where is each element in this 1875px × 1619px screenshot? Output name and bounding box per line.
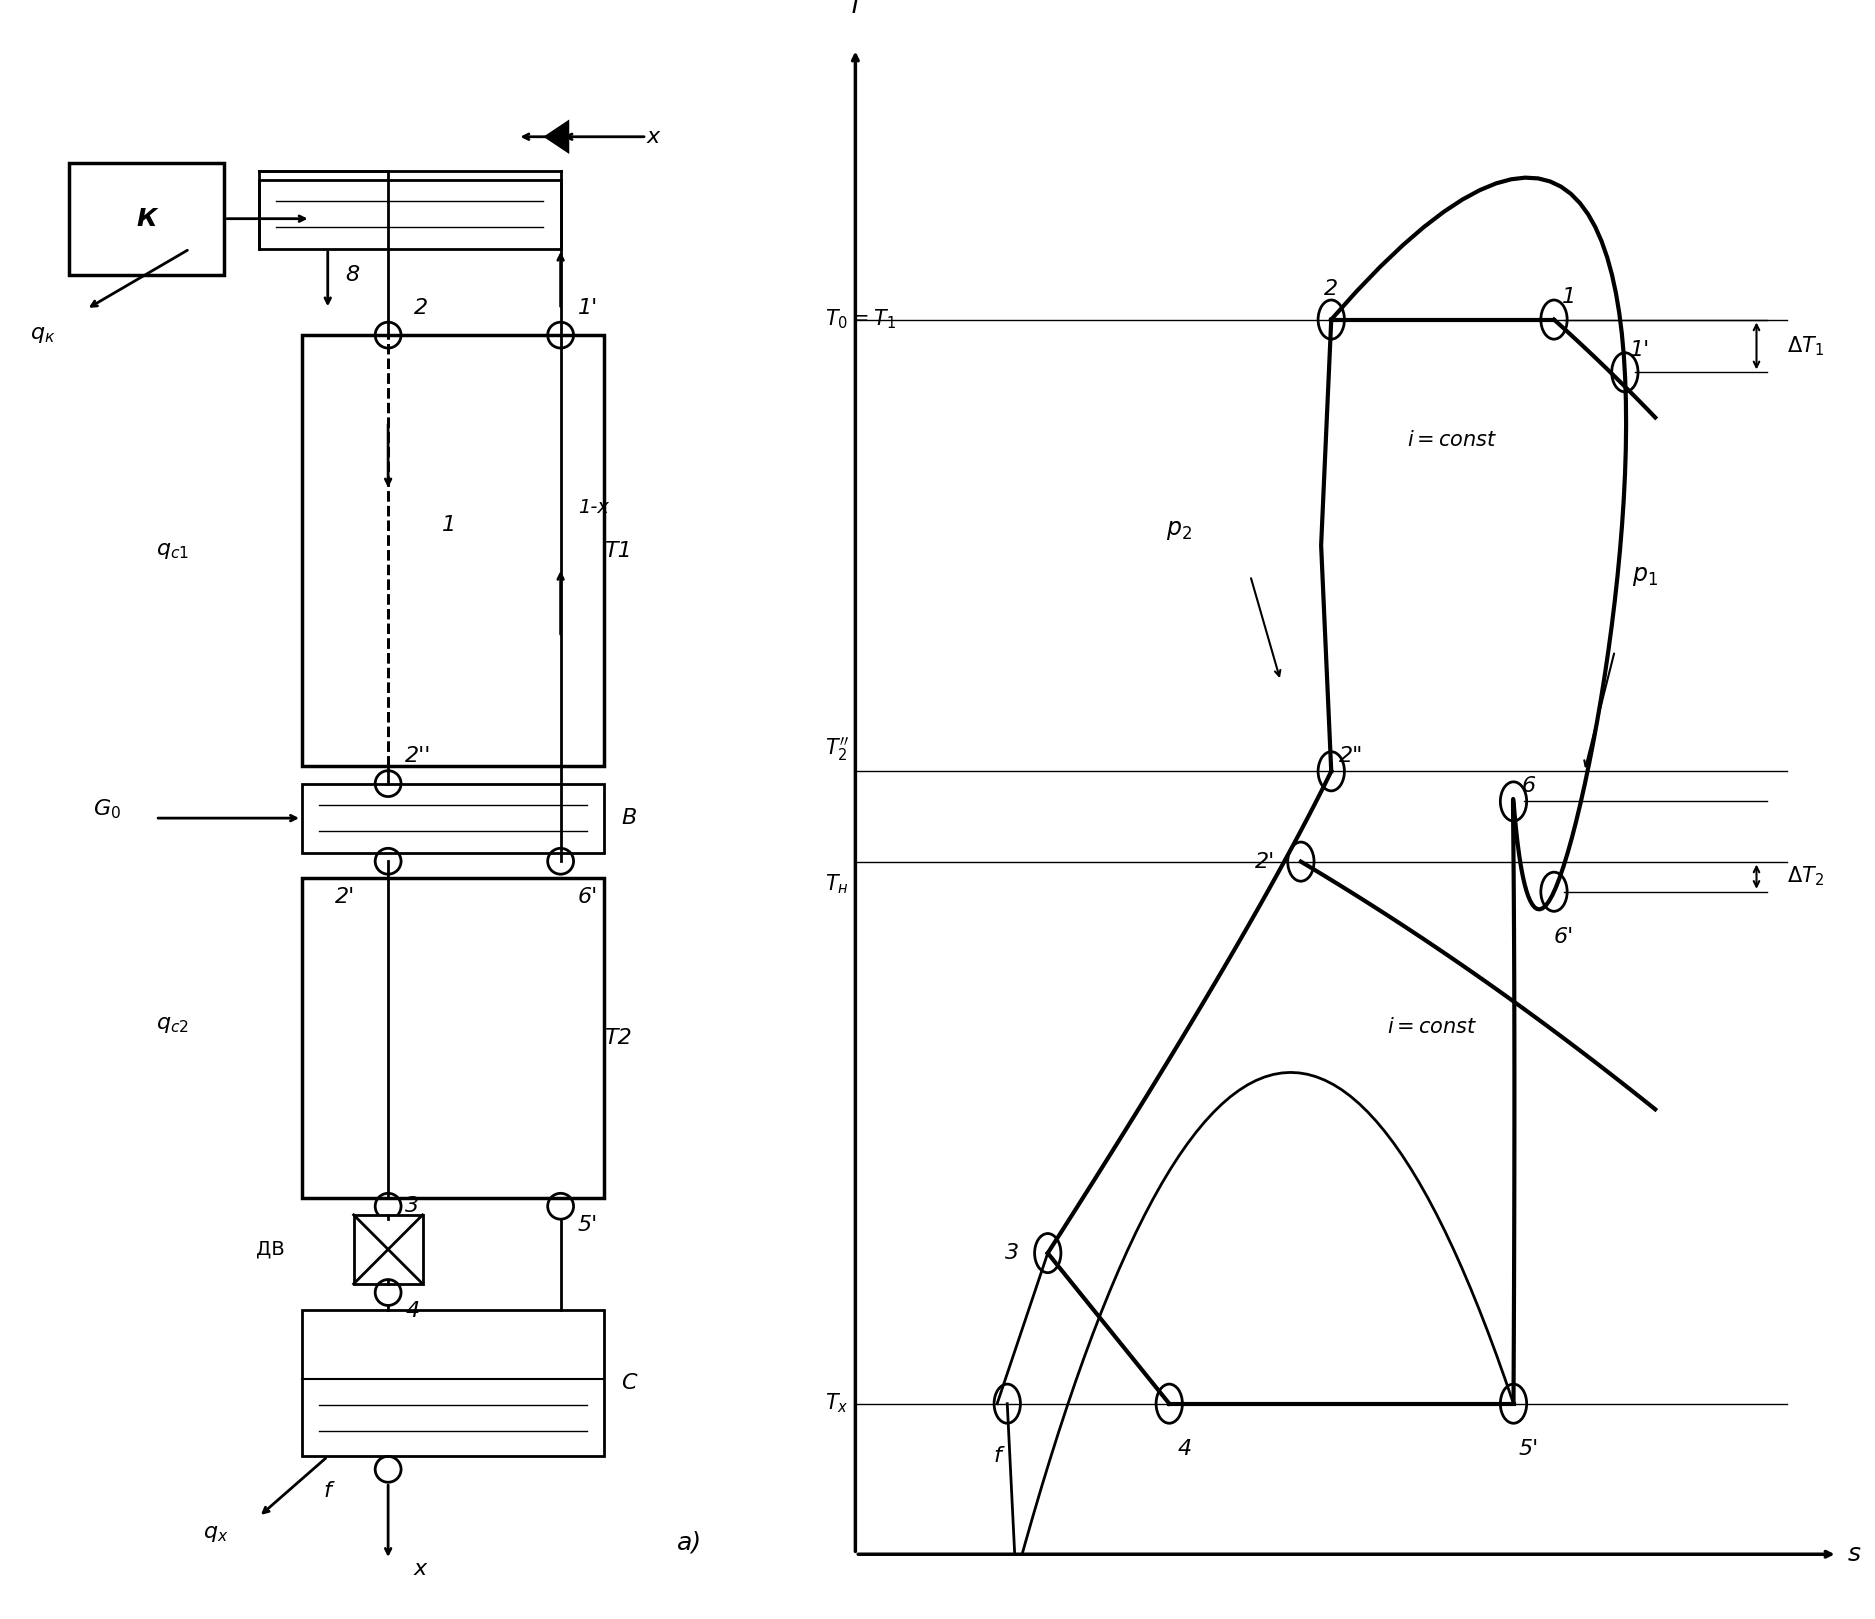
Text: 6: 6 — [1522, 777, 1536, 797]
Polygon shape — [544, 120, 570, 154]
Text: $T_х$: $T_х$ — [825, 1392, 849, 1415]
Bar — [354, 1214, 422, 1284]
Text: 2'': 2'' — [405, 746, 431, 766]
Text: $q_{c1}$: $q_{c1}$ — [156, 541, 189, 560]
Text: $\Delta T_1$: $\Delta T_1$ — [1787, 334, 1824, 358]
Bar — [302, 335, 604, 766]
Text: $\Delta T_2$: $\Delta T_2$ — [1787, 865, 1824, 889]
Text: T: T — [848, 0, 862, 18]
Text: $i=const$: $i=const$ — [1388, 1017, 1478, 1038]
Text: x: x — [647, 126, 660, 147]
Text: 2: 2 — [414, 298, 428, 317]
Text: C: C — [621, 1373, 636, 1392]
Text: 8: 8 — [345, 266, 360, 285]
Text: 1: 1 — [441, 515, 456, 534]
Text: $T_2''$: $T_2''$ — [825, 735, 849, 763]
Text: 2": 2" — [1339, 746, 1363, 766]
Text: 1: 1 — [1562, 287, 1577, 308]
Text: 5': 5' — [1519, 1439, 1539, 1459]
Text: x: x — [414, 1559, 428, 1579]
Text: К: К — [137, 207, 158, 230]
Text: 1': 1' — [578, 298, 598, 317]
Text: B: B — [621, 808, 636, 829]
Text: 1': 1' — [1629, 340, 1650, 359]
Text: $G_0$: $G_0$ — [92, 798, 120, 821]
Text: T2: T2 — [604, 1028, 632, 1047]
Text: 4: 4 — [405, 1302, 420, 1321]
Text: $q_х$: $q_х$ — [202, 1523, 229, 1545]
Text: 2': 2' — [1256, 852, 1275, 871]
Text: 6': 6' — [1554, 928, 1575, 947]
Text: 2: 2 — [1324, 280, 1339, 300]
Text: 1-x: 1-x — [578, 499, 609, 516]
Text: 2': 2' — [336, 887, 354, 907]
Text: f: f — [994, 1446, 1001, 1467]
Bar — [302, 1310, 604, 1457]
Text: $p_1$: $p_1$ — [1631, 563, 1658, 588]
Text: $i=const$: $i=const$ — [1408, 431, 1498, 450]
Text: $p_2$: $p_2$ — [1166, 518, 1192, 542]
Text: 3: 3 — [1005, 1243, 1020, 1263]
Text: ДВ: ДВ — [255, 1240, 285, 1260]
Text: $q_к$: $q_к$ — [30, 325, 56, 345]
Bar — [259, 180, 561, 249]
Text: T1: T1 — [604, 541, 632, 560]
Bar — [69, 162, 225, 275]
Text: 4: 4 — [1178, 1439, 1191, 1459]
Text: 3: 3 — [405, 1196, 420, 1216]
Text: $q_{c2}$: $q_{c2}$ — [156, 1015, 189, 1035]
Bar — [302, 784, 604, 853]
Text: $T_0=T_1$: $T_0=T_1$ — [825, 308, 896, 332]
Text: $T_н$: $T_н$ — [825, 873, 849, 895]
Text: а): а) — [677, 1530, 703, 1554]
Text: f: f — [324, 1481, 332, 1501]
Text: s: s — [1847, 1543, 1860, 1566]
Bar — [302, 879, 604, 1198]
Text: 5': 5' — [578, 1214, 598, 1235]
Text: 6': 6' — [578, 887, 598, 907]
